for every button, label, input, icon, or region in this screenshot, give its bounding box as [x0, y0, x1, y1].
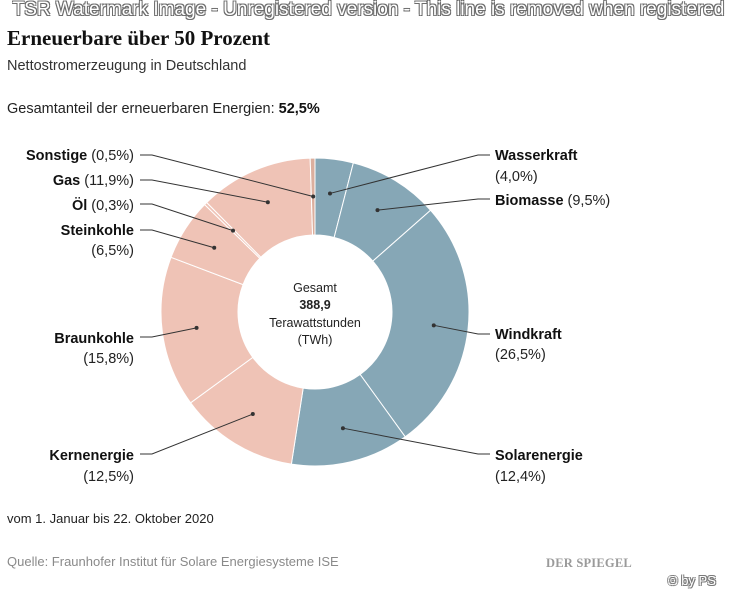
label-value-kernenergie: (12,5%): [83, 469, 134, 485]
leader-gas: [140, 179, 268, 203]
label-value-wasserkraft: (4,0%): [495, 169, 538, 185]
label-braunkohle: Braunkohle: [54, 331, 134, 347]
leader-dot-sonstige: [311, 194, 316, 199]
watermark-banner: TSR Watermark Image - Unregistered versi…: [12, 0, 725, 20]
leader-solarenergie: [342, 427, 490, 455]
label-value-windkraft: (26,5%): [495, 347, 546, 363]
label-name-wasserkraft: Wasserkraft: [495, 148, 578, 164]
renewable-share-label: Gesamtanteil der erneuerbaren Energien:: [7, 101, 275, 117]
label-name-kernenergie: Kernenergie: [49, 448, 134, 464]
leader-oel: [140, 203, 234, 232]
label-value-braunkohle: (15,8%): [83, 351, 134, 367]
leader-dot-oel: [231, 228, 236, 233]
donut-slices: [160, 157, 470, 467]
label-value-sonstige: (0,5%): [87, 148, 134, 164]
slice-labels: Wasserkraft (4,0%) Biomasse (9,5%) Windkraf…: [26, 148, 610, 485]
label-name-gas: Gas: [53, 173, 80, 189]
renewable-share-value: 52,5%: [278, 101, 320, 117]
label-value-oel: (0,3%): [87, 198, 134, 214]
time-period: vom 1. Januar bis 22. Oktober 2020: [7, 511, 214, 526]
leader-windkraft: [433, 324, 490, 335]
leader-dot-braunkohle: [194, 325, 199, 330]
label-windkraft: Windkraft: [495, 327, 562, 343]
center-label-gesamt: Gesamt: [293, 281, 337, 295]
label-sonstige: Sonstige (0,5%): [26, 148, 134, 164]
donut-center: Gesamt 388,9 Terawattstunden (TWh): [269, 281, 361, 347]
slice-windkraft: [359, 209, 470, 438]
center-total-value: 388,9: [299, 298, 330, 312]
label-wasserkraft: Wasserkraft: [495, 148, 578, 164]
chart-subtitle: Nettostromerzeugung in Deutschland: [7, 58, 247, 74]
leader-dot-windkraft: [431, 323, 436, 328]
label-value-steinkohle: (6,5%): [91, 243, 134, 259]
renewable-share: Gesamtanteil der erneuerbaren Energien: …: [7, 101, 320, 117]
leader-braunkohle: [140, 327, 197, 338]
leader-lines: [140, 154, 490, 455]
label-oel: Öl (0,3%): [72, 197, 134, 214]
label-value-gas: (11,9%): [80, 173, 134, 189]
leader-steinkohle: [140, 229, 215, 249]
leader-dot-kernenergie: [250, 412, 255, 417]
leader-biomasse: [377, 198, 490, 211]
label-kernenergie: Kernenergie: [49, 448, 134, 464]
label-name-solarenergie: Solarenergie: [495, 448, 583, 464]
label-name-biomasse: Biomasse: [495, 193, 564, 209]
leader-dot-wasserkraft: [327, 191, 332, 196]
leader-sonstige: [140, 154, 314, 197]
leader-dot-solarenergie: [340, 426, 345, 431]
source-note: Quelle: Fraunhofer Institut für Solare E…: [7, 554, 339, 569]
label-solarenergie: Solarenergie: [495, 448, 583, 464]
label-name-oel: Öl: [72, 197, 87, 214]
center-unit: Terawattstunden: [269, 316, 361, 330]
spiegel-logo: DER SPIEGEL: [546, 556, 632, 570]
leader-dot-gas: [265, 200, 270, 205]
leader-dot-biomasse: [375, 208, 380, 213]
chart-title: Erneuerbare über 50 Prozent: [7, 26, 271, 50]
label-name-steinkohle: Steinkohle: [61, 223, 134, 239]
label-name-windkraft: Windkraft: [495, 327, 562, 343]
leader-dot-steinkohle: [212, 245, 217, 250]
label-biomasse: Biomasse (9,5%): [495, 193, 610, 209]
center-unit-abbr: (TWh): [298, 333, 333, 347]
label-name-braunkohle: Braunkohle: [54, 331, 134, 347]
leader-kernenergie: [140, 413, 254, 455]
label-value-solarenergie: (12,4%): [495, 469, 546, 485]
label-value-biomasse: (9,5%): [564, 193, 611, 209]
label-gas: Gas (11,9%): [53, 173, 134, 189]
copyright-note: © by PS: [668, 573, 716, 588]
leader-wasserkraft: [329, 154, 490, 194]
label-name-sonstige: Sonstige: [26, 148, 87, 164]
label-steinkohle: Steinkohle: [61, 223, 134, 239]
